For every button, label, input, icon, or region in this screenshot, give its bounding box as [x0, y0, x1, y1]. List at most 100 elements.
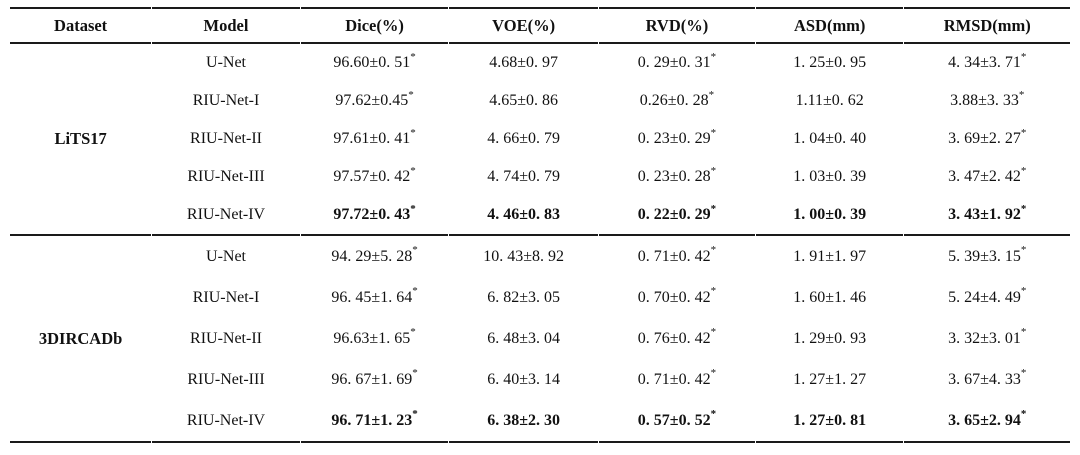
significance-star: * — [710, 367, 717, 380]
table-row: RIU-Net-II 97.61±0. 41* 4. 66±0. 79 0. 2… — [10, 120, 1070, 158]
significance-star: * — [1020, 285, 1027, 298]
voe-cell: 6. 40±3. 14 — [487, 370, 561, 388]
asd-cell: 1. 00±0. 39 — [793, 206, 867, 223]
voe-cell: 4.68±0. 97 — [489, 54, 559, 71]
table-row-best: RIU-Net-IV 96. 71±1. 23* 6. 38±2. 30 0. … — [10, 400, 1070, 443]
rmsd-cell: 3. 65±2. 94* — [904, 400, 1070, 443]
dice-cell: 97.72±0. 43* — [333, 202, 416, 223]
significance-star: * — [710, 244, 717, 257]
model-cell: RIU-Net-III — [187, 370, 265, 388]
significance-star: * — [1020, 164, 1027, 177]
table-row: RIU-Net-II 96.63±1. 65* 6. 48±3. 04 0. 7… — [10, 318, 1070, 359]
model-cell: RIU-Net-II — [190, 329, 262, 347]
table-row: 3DIRCADb U-Net 94. 29±5. 28* 10. 43±8. 9… — [10, 234, 1070, 443]
header-asd: ASD(mm) — [755, 7, 904, 44]
voe-cell: 10. 43±8. 92 — [449, 234, 598, 277]
model-cell: RIU-Net-IV — [152, 400, 300, 443]
rvd-cell: 0.26±0. 28* — [639, 88, 715, 109]
significance-star: * — [1018, 88, 1025, 101]
rvd-cell: 0. 22±0. 29* — [637, 202, 717, 223]
table-row: RIU-Net-III 97.57±0. 42* 4. 74±0. 79 0. … — [10, 158, 1070, 196]
significance-star: * — [410, 326, 416, 339]
significance-star: * — [1020, 244, 1027, 257]
significance-star: * — [412, 244, 418, 257]
asd-cell: 1. 60±1. 46 — [793, 288, 867, 306]
rvd-cell: 0. 29±0. 31* — [637, 50, 717, 71]
model-cell: RIU-Net-III — [187, 168, 265, 185]
significance-star: * — [708, 88, 715, 101]
rvd-cell: 0. 23±0. 28* — [637, 164, 717, 185]
significance-star: * — [408, 88, 414, 101]
voe-cell: 6. 38±2. 30 — [449, 400, 598, 443]
model-cell: RIU-Net-IV — [186, 206, 266, 223]
model-cell: RIU-Net-I — [192, 92, 260, 109]
rmsd-cell: 5. 24±4. 49* — [948, 285, 1027, 306]
voe-cell: 4.65±0. 86 — [489, 92, 559, 109]
rvd-cell: 0. 70±0. 42* — [637, 285, 717, 306]
voe-cell: 4. 66±0. 79 — [487, 130, 561, 147]
rmsd-cell: 3. 69±2. 27* — [948, 126, 1027, 147]
asd-cell: 1. 25±0. 95 — [793, 54, 867, 71]
dice-cell: 96. 71±1. 23* — [300, 400, 449, 443]
table-row: RIU-Net-III 96. 67±1. 69* 6. 40±3. 14 0.… — [10, 359, 1070, 400]
significance-star: * — [412, 285, 418, 298]
rvd-cell: 0. 76±0. 42* — [637, 326, 717, 347]
significance-star: * — [710, 202, 717, 215]
section-3dircadb: 3DIRCADb U-Net 94. 29±5. 28* 10. 43±8. 9… — [10, 234, 1070, 443]
significance-star: * — [1020, 408, 1027, 421]
voe-cell: 4. 46±0. 83 — [487, 206, 561, 223]
asd-cell: 1. 27±0. 81 — [755, 400, 904, 443]
table-row: RIU-Net-I 96. 45±1. 64* 6. 82±3. 05 0. 7… — [10, 277, 1070, 318]
dice-cell: 96. 67±1. 69* — [331, 367, 418, 388]
significance-star: * — [410, 50, 416, 63]
significance-star: * — [710, 50, 717, 63]
asd-cell: 1. 29±0. 93 — [793, 329, 867, 347]
dataset-label-3dircadb: 3DIRCADb — [10, 234, 152, 443]
voe-cell: 6. 82±3. 05 — [487, 288, 561, 306]
dice-cell: 97.62±0.45* — [335, 88, 414, 109]
asd-cell: 1. 04±0. 40 — [793, 130, 867, 147]
header-rvd: RVD(%) — [598, 7, 755, 44]
significance-star: * — [710, 164, 717, 177]
rmsd-cell: 3. 43±1. 92* — [948, 202, 1027, 223]
model-cell: U-Net — [206, 54, 246, 71]
rvd-cell: 0. 71±0. 42* — [637, 367, 717, 388]
rmsd-cell: 4. 34±3. 71* — [948, 50, 1027, 71]
rmsd-cell: 3. 32±3. 01* — [948, 326, 1027, 347]
rmsd-cell: 3. 47±2. 42* — [948, 164, 1027, 185]
table-row-best: RIU-Net-IV 97.72±0. 43* 4. 46±0. 83 0. 2… — [10, 196, 1070, 234]
header-row: Dataset Model Dice(%) VOE(%) RVD(%) ASD(… — [10, 7, 1070, 44]
significance-star: * — [410, 164, 416, 177]
significance-star: * — [1020, 50, 1027, 63]
asd-cell: 1.11±0. 62 — [795, 92, 864, 109]
results-table-page: Dataset Model Dice(%) VOE(%) RVD(%) ASD(… — [0, 7, 1080, 455]
model-cell: RIU-Net-I — [192, 288, 260, 306]
significance-star: * — [710, 285, 717, 298]
significance-star: * — [710, 326, 717, 339]
asd-cell: 1. 91±1. 97 — [755, 234, 904, 277]
rmsd-cell: 5. 39±3. 15* — [904, 234, 1070, 277]
dice-cell: 96.63±1. 65* — [333, 326, 416, 347]
dice-cell: 94. 29±5. 28* — [300, 234, 449, 277]
rvd-cell: 0. 57±0. 52* — [598, 400, 755, 443]
asd-cell: 1. 03±0. 39 — [793, 168, 867, 185]
table-header: Dataset Model Dice(%) VOE(%) RVD(%) ASD(… — [10, 7, 1070, 44]
dice-cell: 97.61±0. 41* — [333, 126, 416, 147]
rvd-cell: 0. 71±0. 42* — [598, 234, 755, 277]
header-dataset: Dataset — [10, 7, 152, 44]
significance-star: * — [410, 202, 416, 215]
model-cell: RIU-Net-II — [190, 130, 262, 147]
rmsd-cell: 3. 67±4. 33* — [948, 367, 1027, 388]
header-model: Model — [152, 7, 300, 44]
header-rmsd: RMSD(mm) — [904, 7, 1070, 44]
significance-star: * — [412, 367, 418, 380]
voe-cell: 4. 74±0. 79 — [487, 168, 561, 185]
significance-star: * — [1020, 202, 1027, 215]
significance-star: * — [1020, 126, 1027, 139]
table-row: LiTS17 U-Net 96.60±0. 51* 4.68±0. 97 0. … — [10, 44, 1070, 148]
significance-star: * — [710, 126, 717, 139]
header-dice: Dice(%) — [300, 7, 449, 44]
dataset-label-lits17: LiTS17 — [54, 129, 107, 148]
model-cell: U-Net — [152, 234, 300, 277]
asd-cell: 1. 27±1. 27 — [793, 370, 867, 388]
